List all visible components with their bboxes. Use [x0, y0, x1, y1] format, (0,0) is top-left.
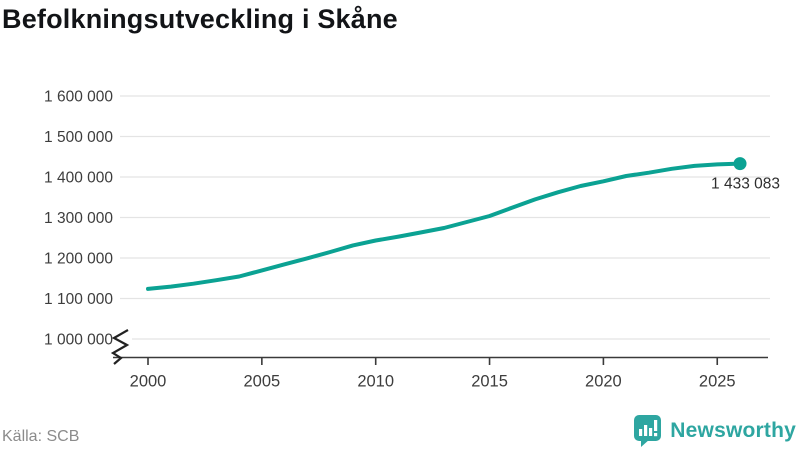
y-axis-tick-label: 1 100 000 [44, 291, 113, 308]
newsworthy-logo-icon [634, 415, 662, 447]
brand-logo-group: Newsworthy [633, 414, 796, 448]
y-axis-tick-label: 1 000 000 [44, 332, 113, 349]
logo-bar-2 [644, 425, 648, 436]
y-axis-tick-label: 1 300 000 [44, 210, 113, 227]
axis-break-icon [110, 329, 130, 365]
logo-bubble-tail [641, 439, 651, 447]
x-axis-tick-label: 2000 [130, 373, 167, 391]
y-axis-tick-label: 1 600 000 [44, 89, 113, 106]
end-point-marker [733, 157, 747, 171]
logo-exclamation-stem [654, 420, 658, 431]
x-axis-tick-label: 2015 [471, 373, 508, 391]
logo-bar-1 [639, 429, 643, 436]
end-point-value-label: 1 433 083 [711, 176, 780, 193]
y-axis-tick-label: 1 200 000 [44, 251, 113, 268]
y-axis-tick-label: 1 400 000 [44, 170, 113, 187]
x-axis-tick-label: 2020 [585, 373, 622, 391]
x-axis-tick-label: 2010 [357, 373, 394, 391]
logo-bar-3 [649, 428, 653, 436]
x-axis-tick-label: 2025 [699, 373, 736, 391]
brand-name: Newsworthy [670, 419, 796, 442]
page-title: Befolkningsutveckling i Skåne [2, 4, 398, 34]
y-axis-tick-label: 1 500 000 [44, 129, 113, 146]
source-label: Källa: SCB [2, 428, 80, 445]
logo-exclamation-dot [654, 433, 658, 437]
x-axis-tick-label: 2005 [243, 373, 280, 391]
data-line [146, 161, 742, 291]
